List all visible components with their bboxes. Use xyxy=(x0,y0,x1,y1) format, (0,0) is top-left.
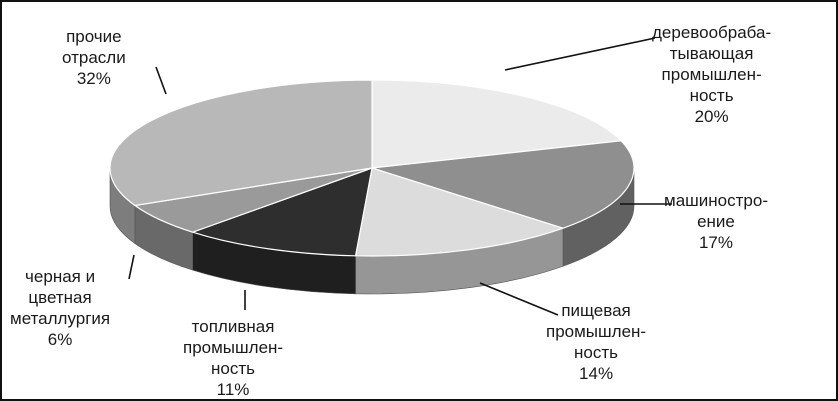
slice-other xyxy=(109,79,373,207)
slice-label-metallurgy: черная и цветная металлургия 6% xyxy=(10,267,111,349)
slice-label-other: прочие отрасли 32% xyxy=(62,27,126,88)
leader-line-other xyxy=(155,66,167,95)
slice-value-machine-building: 17% xyxy=(698,233,733,252)
slice-food-industry xyxy=(354,167,565,257)
slice-value-other: 32% xyxy=(76,69,111,88)
leader-line-woodworking xyxy=(504,37,656,71)
leader-line-metallurgy xyxy=(128,254,135,280)
slice-value-fuel-industry: 11% xyxy=(216,380,250,399)
slice-woodworking xyxy=(371,79,623,169)
slice-label-food-industry: пищевая промышлен- ность 14% xyxy=(546,301,647,383)
slice-label-machine-building: машиностро- ение 17% xyxy=(664,191,768,252)
pie-top xyxy=(109,79,635,257)
slice-machine-building xyxy=(371,140,635,229)
leader-line-food-industry xyxy=(479,282,559,316)
pie-side-walls xyxy=(109,167,635,295)
slice-label-woodworking: деревообраба- тывающая промышлен- ность … xyxy=(652,23,772,126)
slice-label-fuel-industry: топливная промышлен- ность 11% xyxy=(183,317,284,399)
leader-lines xyxy=(128,37,672,316)
slice-value-food-industry: 14% xyxy=(579,364,614,383)
slice-value-woodworking: 20% xyxy=(694,107,729,126)
slice-fuel-industry xyxy=(190,167,373,257)
slice-value-metallurgy: 6% xyxy=(47,330,73,349)
